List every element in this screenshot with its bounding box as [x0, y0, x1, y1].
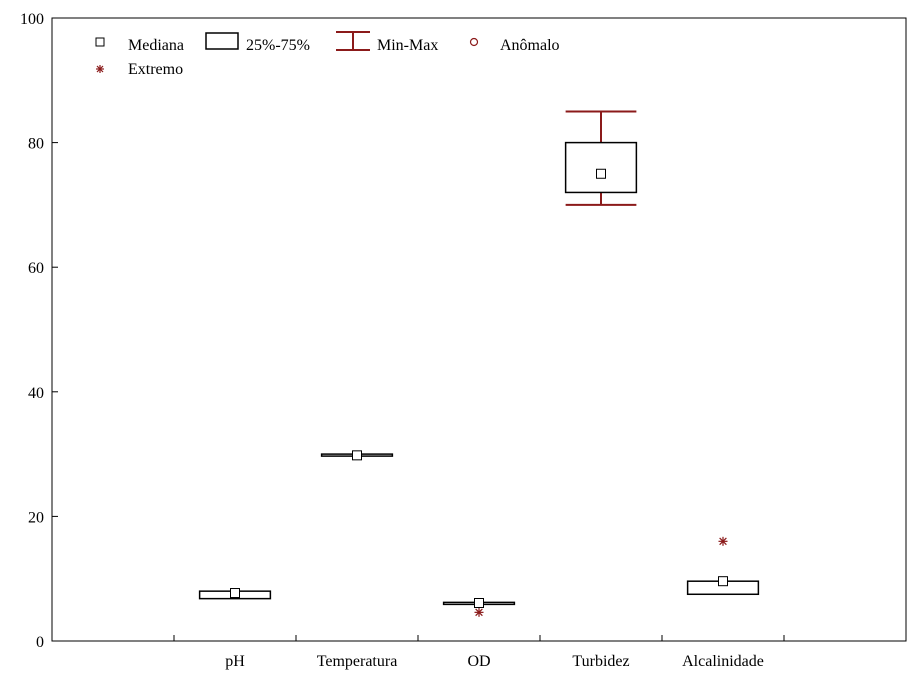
legend-extreme-marker: [96, 65, 104, 73]
box-series: [198, 110, 760, 617]
y-tick-label: 40: [28, 385, 44, 402]
legend: Mediana 25%-75% Min-Max Anômalo Extremo: [95, 31, 560, 78]
plot-border: [51, 17, 907, 642]
legend-box-label: 25%-75%: [246, 37, 310, 54]
y-tick-label: 60: [28, 260, 44, 277]
box-alcalinidade: [686, 536, 760, 596]
extreme-stroke: [719, 537, 727, 546]
box-turbidez: [564, 110, 638, 206]
box-iqr: [564, 141, 638, 194]
median-marker: [474, 597, 484, 608]
legend-outlier-marker: [469, 37, 479, 47]
x-category-label: Temperatura: [317, 653, 398, 670]
extreme-stroke: [475, 608, 483, 617]
box-temperatura: [320, 450, 394, 461]
y-tick-label: 80: [28, 136, 44, 153]
legend-median-label: Mediana: [128, 37, 184, 54]
median-marker: [230, 588, 240, 599]
extreme-point: [474, 607, 484, 617]
y-axis: 0 20 40 60 80 100: [20, 11, 58, 651]
x-category-label: pH: [225, 653, 245, 670]
median-marker: [352, 450, 362, 461]
plot-frame: [51, 17, 907, 642]
x-category-label: OD: [467, 653, 490, 670]
legend-median-marker: [95, 37, 105, 47]
x-category-label: Alcalinidade: [682, 653, 764, 670]
box-ph: [198, 588, 272, 600]
legend-box-marker: [205, 32, 239, 50]
y-tick-label: 20: [28, 509, 44, 526]
extreme-point: [718, 536, 728, 546]
y-tick-label: 0: [36, 634, 44, 651]
legend-whisker-marker: [336, 31, 370, 51]
x-axis: pH Temperatura OD Turbidez Alcalinidade: [173, 635, 785, 670]
y-tick-label: 100: [20, 11, 44, 28]
median-marker: [718, 576, 728, 587]
legend-whisker-label: Min-Max: [377, 37, 438, 54]
median-marker: [596, 168, 606, 179]
legend-extreme-label: Extremo: [128, 61, 183, 78]
box-od: [442, 597, 516, 617]
x-category-label: Turbidez: [572, 653, 629, 670]
legend-outlier-label: Anômalo: [500, 37, 560, 54]
